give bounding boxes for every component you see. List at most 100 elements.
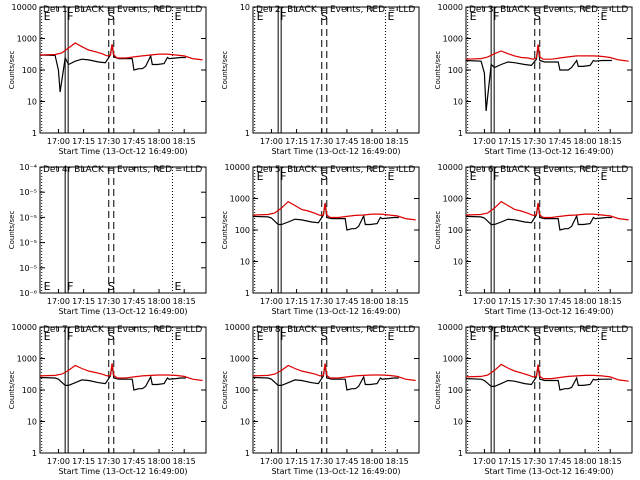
x-axis-label: Start Time (13-Oct-12 16:49:00) xyxy=(271,467,400,476)
y-tick-label: 10000 xyxy=(438,163,463,172)
x-tick-label: 17:00 xyxy=(473,137,496,146)
event-marker-label: E xyxy=(174,330,181,343)
x-tick-label: 18:00 xyxy=(148,137,171,146)
event-marker-label: S xyxy=(534,170,541,183)
panel-title: Det 4r BLACK = Events, RED = LLD xyxy=(43,165,202,175)
lld-series-line xyxy=(252,200,416,221)
panel-title: Det 6r BLACK = Events, RED = LLD xyxy=(469,165,628,175)
x-tick-label: 18:00 xyxy=(361,137,384,146)
y-tick-label: 10 xyxy=(240,418,250,427)
y-axis-label: Counts/sec xyxy=(8,51,16,90)
y-tick-label: 1 xyxy=(458,449,463,458)
x-tick-label: 17:45 xyxy=(122,457,145,466)
event-marker-label: F xyxy=(280,170,286,183)
y-tick-label: 10000 xyxy=(438,3,463,12)
x-tick-label: 18:00 xyxy=(148,457,171,466)
event-marker-label: E xyxy=(387,330,394,343)
y-axis-label: Counts/sec xyxy=(434,371,442,410)
y-tick-label: 10⁻⁵ xyxy=(19,239,37,248)
event-marker-label: E xyxy=(44,330,51,343)
event-marker-label: E xyxy=(600,10,607,23)
y-tick-label: 1000 xyxy=(230,355,250,364)
x-tick-label: 18:00 xyxy=(361,457,384,466)
event-marker-label: S xyxy=(321,10,328,23)
y-axis-label: Counts/sec xyxy=(434,211,442,250)
event-marker-label: S xyxy=(534,10,541,23)
y-tick-label: 10⁻⁵ xyxy=(19,213,37,222)
x-axis-label: Start Time (13-Oct-12 16:49:00) xyxy=(58,307,187,316)
y-axis-label: Counts/sec xyxy=(221,51,229,90)
x-tick-label: 17:15 xyxy=(72,137,95,146)
x-axis-label: Start Time (13-Oct-12 16:49:00) xyxy=(484,147,613,156)
event-marker-label: E xyxy=(470,10,477,23)
x-tick-label: 17:00 xyxy=(47,137,70,146)
panel-title: Det 5r BLACK = Events, RED = LLD xyxy=(256,165,415,175)
event-marker-label: E xyxy=(470,330,477,343)
x-tick-label: 17:15 xyxy=(498,137,521,146)
event-marker-label: S xyxy=(321,170,328,183)
y-tick-label: 100 xyxy=(22,386,37,395)
x-axis-label: Start Time (13-Oct-12 16:49:00) xyxy=(58,147,187,156)
event-marker-label: E xyxy=(600,170,607,183)
y-tick-label: 1 xyxy=(245,289,250,298)
events-series-line xyxy=(465,45,612,112)
events-series-line xyxy=(39,364,186,391)
x-tick-label: 18:15 xyxy=(386,297,409,306)
y-tick-label: 100 xyxy=(448,226,463,235)
plot-frame xyxy=(39,166,207,294)
x-tick-label: 18:15 xyxy=(173,457,196,466)
x-axis-label: Start Time (13-Oct-12 16:49:00) xyxy=(271,147,400,156)
y-tick-label: 10⁻⁵ xyxy=(19,264,37,273)
x-tick-label: 17:45 xyxy=(548,297,571,306)
event-marker-label: S xyxy=(534,330,541,343)
x-tick-label: 17:45 xyxy=(548,137,571,146)
x-tick-label: 18:00 xyxy=(361,297,384,306)
y-tick-label: 10 xyxy=(453,258,463,267)
x-tick-label: 18:15 xyxy=(599,457,622,466)
x-tick-label: 17:15 xyxy=(72,457,95,466)
event-marker-label: F xyxy=(67,330,73,343)
y-axis-label: Counts/sec xyxy=(8,371,16,410)
panel-title: Det 9r BLACK = Events, RED = LLD xyxy=(469,325,628,335)
x-tick-label: 18:15 xyxy=(386,457,409,466)
event-marker-label: E xyxy=(470,170,477,183)
y-tick-label: 1000 xyxy=(443,355,463,364)
events-series-line xyxy=(465,365,612,391)
y-tick-label: 10⁻⁶ xyxy=(19,289,37,298)
x-tick-label: 18:15 xyxy=(386,137,409,146)
x-tick-label: 17:30 xyxy=(523,457,546,466)
lld-series-line xyxy=(252,363,416,382)
y-tick-label: 10000 xyxy=(438,323,463,332)
event-marker-label: S xyxy=(108,330,115,343)
event-marker-label: E xyxy=(44,280,51,293)
x-axis-label: Start Time (13-Oct-12 16:49:00) xyxy=(58,467,187,476)
x-axis-label: Start Time (13-Oct-12 16:49:00) xyxy=(484,307,613,316)
event-marker-label: F xyxy=(67,10,73,23)
y-axis-label: Counts/sec xyxy=(434,51,442,90)
x-tick-label: 17:45 xyxy=(548,457,571,466)
y-tick-label: 1000 xyxy=(17,355,37,364)
event-marker-label: E xyxy=(257,170,264,183)
x-tick-label: 17:45 xyxy=(122,137,145,146)
event-marker-label: F xyxy=(280,10,286,23)
event-marker-label: E xyxy=(44,10,51,23)
x-tick-label: 17:30 xyxy=(310,137,333,146)
panel-title: Det 8r BLACK = Events, RED = LLD xyxy=(256,325,415,335)
y-tick-label: 1 xyxy=(458,289,463,298)
event-marker-label: E xyxy=(387,170,394,183)
y-tick-label: 10 xyxy=(240,258,250,267)
y-tick-label: 1000 xyxy=(443,195,463,204)
lld-series-line xyxy=(465,363,629,382)
x-tick-label: 18:15 xyxy=(599,297,622,306)
event-marker-label: S xyxy=(108,280,115,293)
x-tick-label: 17:00 xyxy=(473,457,496,466)
x-tick-label: 17:15 xyxy=(498,457,521,466)
y-tick-label: 1 xyxy=(245,129,250,138)
x-tick-label: 18:15 xyxy=(599,137,622,146)
